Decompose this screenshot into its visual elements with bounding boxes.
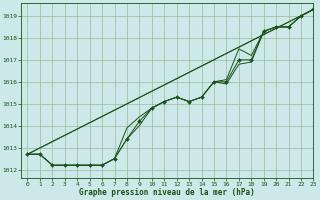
- X-axis label: Graphe pression niveau de la mer (hPa): Graphe pression niveau de la mer (hPa): [79, 188, 255, 197]
